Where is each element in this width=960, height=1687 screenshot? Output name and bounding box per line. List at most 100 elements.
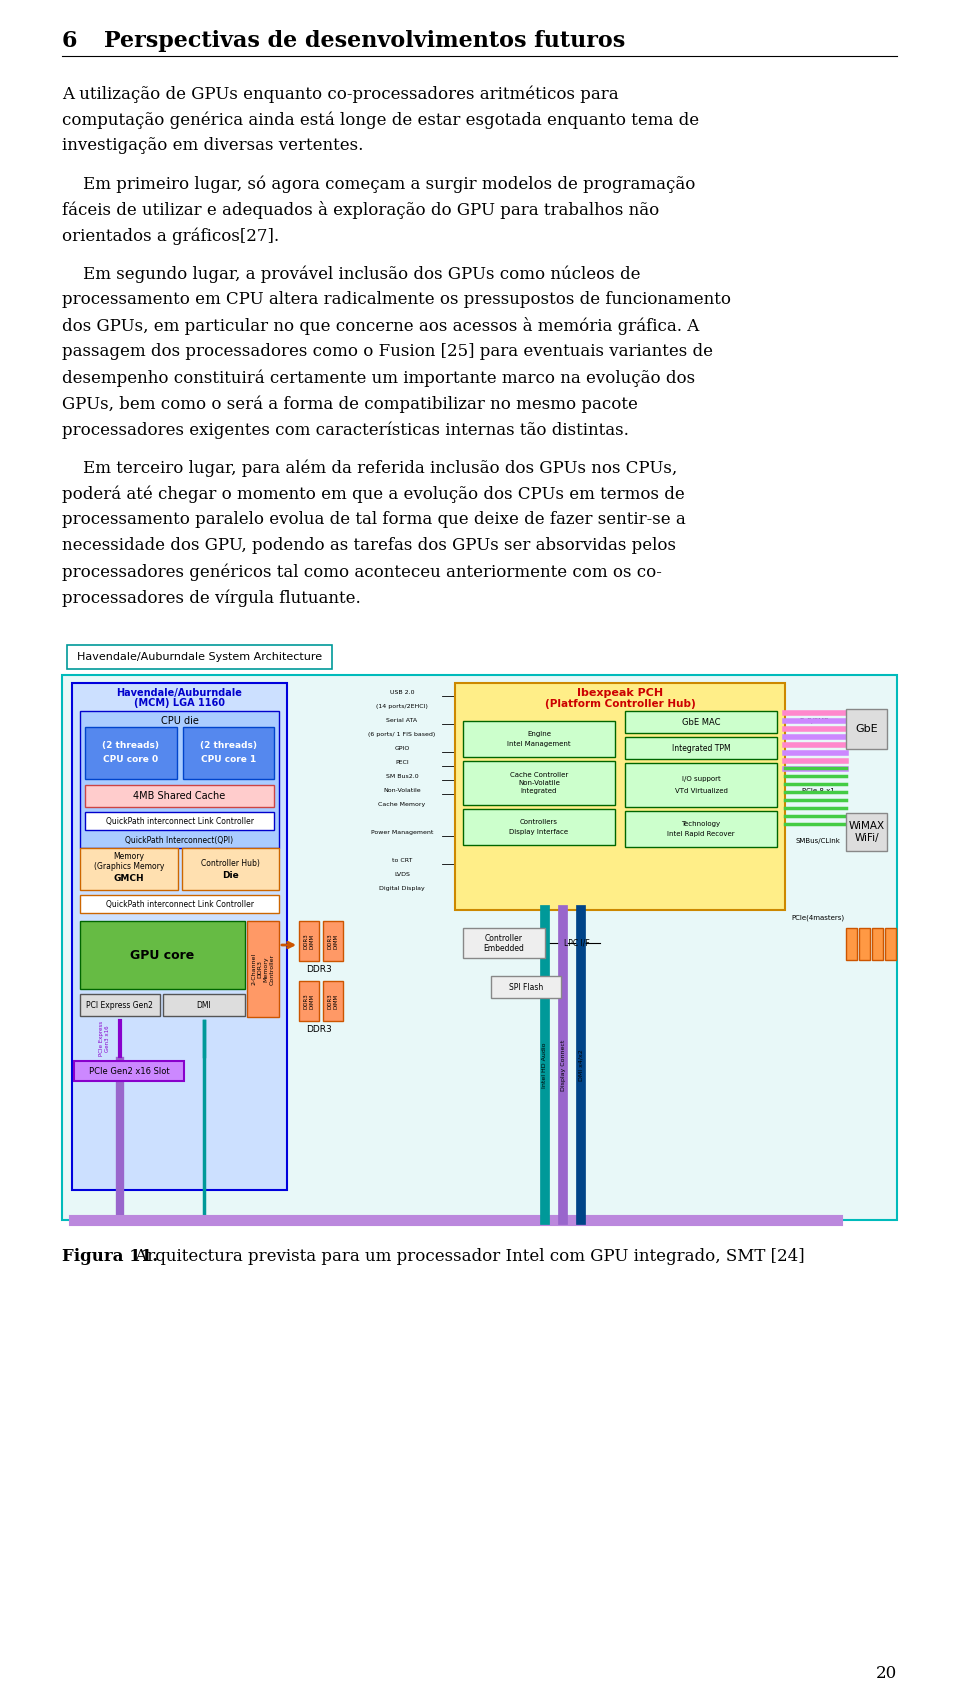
Bar — [846, 928, 857, 960]
Bar — [80, 921, 245, 989]
Text: GMCH: GMCH — [113, 874, 144, 882]
Bar — [872, 928, 883, 960]
Text: Controller: Controller — [485, 933, 523, 943]
Bar — [885, 928, 896, 960]
Text: Serial ATA: Serial ATA — [387, 719, 418, 724]
Text: PCIe(4masters): PCIe(4masters) — [791, 914, 845, 921]
Text: CPU core 1: CPU core 1 — [201, 754, 256, 764]
Text: SPI Flash: SPI Flash — [509, 982, 543, 992]
Bar — [455, 683, 785, 909]
Text: Em primeiro lugar, só agora começam a surgir modelos de programação: Em primeiro lugar, só agora começam a su… — [62, 175, 695, 192]
Text: desempenho constituirá certamente um importante marco na evolução dos: desempenho constituirá certamente um imp… — [62, 369, 695, 386]
Text: DDR3
DIMM: DDR3 DIMM — [327, 933, 338, 948]
Text: QuickPath Interconnect(QPI): QuickPath Interconnect(QPI) — [126, 835, 233, 845]
Text: Em segundo lugar, a provável inclusão dos GPUs como núcleos de: Em segundo lugar, a provável inclusão do… — [62, 265, 640, 282]
Text: orientados a gráficos[27].: orientados a gráficos[27]. — [62, 228, 279, 245]
Text: QuickPath interconnect Link Controller: QuickPath interconnect Link Controller — [106, 817, 253, 825]
Bar — [463, 928, 545, 958]
Text: Cache Memory: Cache Memory — [378, 801, 425, 806]
Text: Non-Volatile: Non-Volatile — [518, 779, 560, 786]
Text: A utilização de GPUs enquanto co-processadores aritméticos para: A utilização de GPUs enquanto co-process… — [62, 84, 618, 103]
Text: processadores genéricos tal como aconteceu anteriormente com os co-: processadores genéricos tal como acontec… — [62, 563, 661, 580]
Text: dos GPUs, em particular no que concerne aos acessos à memória gráfica. A: dos GPUs, em particular no que concerne … — [62, 317, 699, 336]
Text: SMBus/CLink: SMBus/CLink — [796, 838, 840, 844]
Text: LPC I/F: LPC I/F — [564, 938, 589, 948]
Text: 2-Channel
DDR3
Memory
Controller: 2-Channel DDR3 Memory Controller — [252, 953, 275, 985]
Text: 4MB Shared Cache: 4MB Shared Cache — [133, 791, 226, 801]
Bar — [323, 921, 343, 962]
Text: (Platform Controller Hub): (Platform Controller Hub) — [544, 698, 695, 709]
Bar — [80, 896, 279, 913]
Bar — [85, 727, 177, 779]
Text: DDR3: DDR3 — [306, 1024, 332, 1034]
Text: Intel Management: Intel Management — [507, 741, 571, 747]
Text: PCI Express Gen2: PCI Express Gen2 — [86, 1000, 154, 1009]
Bar — [625, 737, 777, 759]
Text: Technology: Technology — [682, 822, 721, 827]
Bar — [846, 813, 887, 850]
Bar — [74, 1061, 184, 1081]
Text: processamento em CPU altera radicalmente os pressupostos de funcionamento: processamento em CPU altera radicalmente… — [62, 290, 731, 309]
Text: WiMAX: WiMAX — [849, 822, 884, 832]
Text: Non-Volatile: Non-Volatile — [383, 788, 420, 793]
Text: Embedded: Embedded — [484, 943, 524, 953]
Bar — [463, 810, 615, 845]
Text: Engine: Engine — [527, 730, 551, 737]
Bar — [80, 849, 178, 891]
Text: DMI: DMI — [197, 1000, 211, 1009]
Text: Havendale/Auburndale System Architecture: Havendale/Auburndale System Architecture — [77, 651, 322, 661]
Text: GbE MAC: GbE MAC — [682, 717, 720, 727]
Text: fáceis de utilizar e adequados à exploração do GPU para trabalhos não: fáceis de utilizar e adequados à explora… — [62, 201, 660, 219]
Text: 6: 6 — [62, 30, 78, 52]
Text: Display Connect: Display Connect — [561, 1039, 565, 1091]
Text: Controllers: Controllers — [520, 818, 558, 825]
Text: processadores exigentes com características internas tão distintas.: processadores exigentes com característi… — [62, 422, 629, 439]
Text: computação genérica ainda está longe de estar esgotada enquanto tema de: computação genérica ainda está longe de … — [62, 111, 699, 128]
Text: Memory: Memory — [113, 852, 144, 860]
Text: DMI x4/x2: DMI x4/x2 — [579, 1049, 584, 1081]
Text: GbE: GbE — [855, 724, 877, 734]
Text: Perspectivas de desenvolvimentos futuros: Perspectivas de desenvolvimentos futuros — [104, 30, 625, 52]
Text: Cache Controller: Cache Controller — [510, 773, 568, 778]
Text: (14 ports/2EHCI): (14 ports/2EHCI) — [376, 703, 428, 709]
Bar — [846, 709, 887, 749]
Text: Ibexpeak PCH: Ibexpeak PCH — [577, 688, 663, 698]
Bar — [85, 784, 274, 806]
Text: GPIO: GPIO — [395, 746, 410, 751]
Text: (6 ports/ 1 FIS based): (6 ports/ 1 FIS based) — [369, 732, 436, 737]
Text: Controller Hub): Controller Hub) — [201, 859, 260, 867]
Bar — [80, 710, 279, 849]
Text: PECI: PECI — [396, 761, 409, 764]
Text: VTd Virtualized: VTd Virtualized — [675, 788, 728, 795]
Text: Power Management: Power Management — [371, 830, 433, 835]
Text: (2 threads): (2 threads) — [103, 741, 159, 749]
Text: DDR3
DIMM: DDR3 DIMM — [303, 933, 314, 948]
Bar — [247, 921, 279, 1017]
Text: Figura 11.: Figura 11. — [62, 1248, 158, 1265]
Text: necessidade dos GPU, podendo as tarefas dos GPUs ser absorvidas pelos: necessidade dos GPU, podendo as tarefas … — [62, 536, 676, 553]
Text: GPU core: GPU core — [131, 948, 195, 962]
Text: poderá até chegar o momento em que a evolução dos CPUs em termos de: poderá até chegar o momento em que a evo… — [62, 484, 684, 503]
Text: PCIe Express
Gen3 x16: PCIe Express Gen3 x16 — [99, 1021, 110, 1056]
Bar — [182, 727, 274, 779]
Text: processamento paralelo evolua de tal forma que deixe de fazer sentir-se a: processamento paralelo evolua de tal for… — [62, 511, 685, 528]
Bar — [80, 994, 159, 1016]
Text: LVDS: LVDS — [394, 872, 410, 877]
Text: (MCM) LGA 1160: (MCM) LGA 1160 — [134, 698, 225, 709]
Bar — [62, 675, 897, 1220]
Text: (Graphics Memory: (Graphics Memory — [93, 862, 164, 870]
Bar — [491, 977, 561, 999]
Text: Havendale/Auburndale: Havendale/Auburndale — [116, 688, 243, 698]
Bar — [463, 720, 615, 757]
Text: Intel HD Audio: Intel HD Audio — [542, 1043, 547, 1088]
Text: 20: 20 — [876, 1665, 897, 1682]
Text: (2 threads): (2 threads) — [200, 741, 256, 749]
Text: Em terceiro lugar, para além da referida inclusão dos GPUs nos CPUs,: Em terceiro lugar, para além da referida… — [62, 459, 677, 476]
Text: Digital Display: Digital Display — [379, 886, 425, 891]
Text: passagem dos processadores como o Fusion [25] para eventuais variantes de: passagem dos processadores como o Fusion… — [62, 342, 713, 359]
Text: to CRT: to CRT — [392, 859, 412, 864]
Text: Integrated TPM: Integrated TPM — [672, 744, 731, 752]
Text: Intel Rapid Recover: Intel Rapid Recover — [667, 832, 734, 837]
Bar — [67, 644, 332, 670]
Text: USB 2.0: USB 2.0 — [390, 690, 415, 695]
